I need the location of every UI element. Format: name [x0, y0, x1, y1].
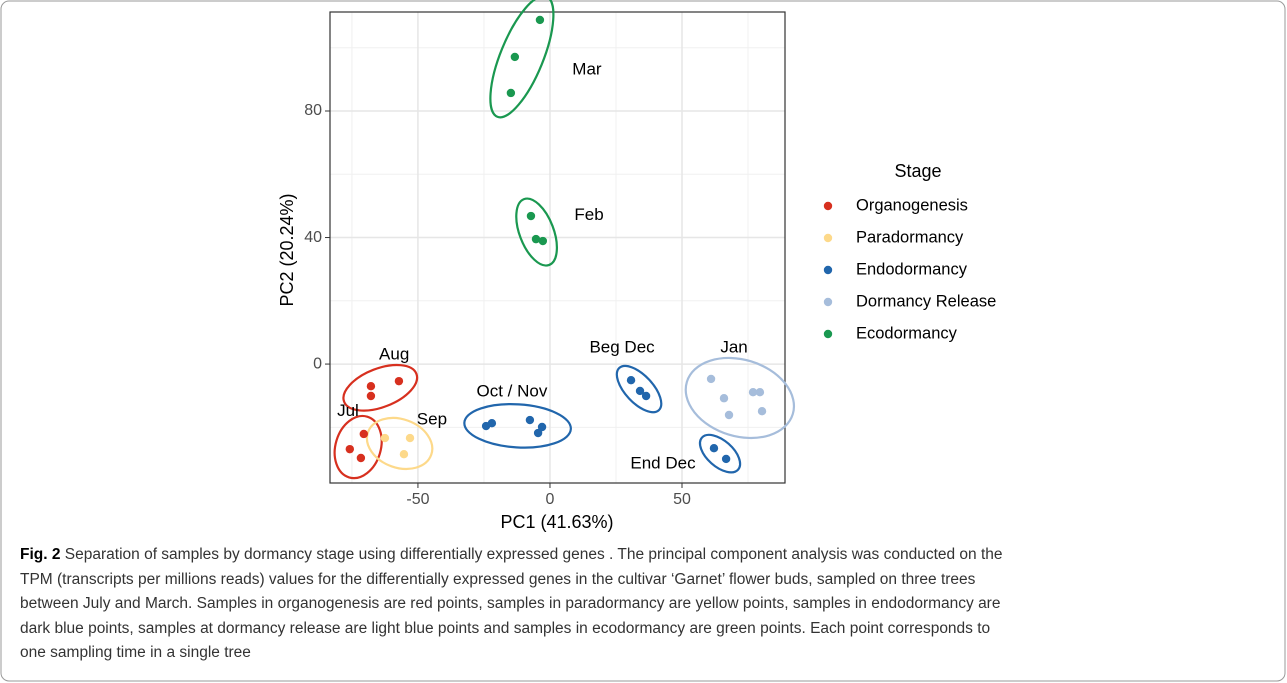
point: [359, 429, 369, 439]
point: [748, 388, 758, 397]
point: [719, 394, 729, 403]
point: [405, 433, 415, 443]
y-tick-label: 80: [304, 102, 322, 119]
caption-line: Fig. 2 Separation of samples by dormancy…: [20, 546, 1003, 563]
legend-swatch: [823, 201, 833, 211]
point: [635, 386, 645, 396]
group-ellipse: [489, 0, 555, 119]
point: [706, 374, 716, 384]
point: [535, 15, 545, 25]
legend-swatch: [823, 265, 833, 275]
point: [724, 410, 734, 420]
x-axis-title: PC1 (41.63%): [500, 512, 613, 532]
legend-swatch: [823, 329, 833, 339]
y-tick-label: 0: [313, 355, 322, 372]
x-tick-label: 50: [673, 491, 691, 508]
legend-swatch: [823, 233, 833, 243]
point: [525, 415, 535, 425]
point: [366, 382, 376, 391]
point: [394, 376, 404, 386]
group-ellipse: [365, 416, 434, 471]
point: [526, 211, 536, 221]
point: [626, 375, 636, 385]
group-ellipse: [342, 363, 419, 412]
point: [506, 88, 516, 98]
legend-label: Organogenesis: [856, 196, 968, 214]
group-label: Sep: [417, 410, 447, 429]
legend-label: Paradormancy: [856, 228, 964, 246]
legend-label: Ecodormancy: [856, 324, 958, 342]
group-label: End Dec: [630, 454, 696, 473]
x-tick-label: -50: [406, 491, 429, 508]
group-label: Beg Dec: [589, 338, 655, 357]
group-label: Jan: [720, 338, 747, 357]
group-ellipse: [684, 356, 796, 440]
point: [356, 453, 366, 463]
x-tick-label: 0: [546, 491, 555, 508]
point: [755, 388, 765, 397]
point: [641, 391, 651, 401]
point: [721, 454, 731, 464]
plot-frame: [329, 11, 786, 484]
point: [399, 450, 409, 459]
caption-line: dark blue points, samples at dormancy re…: [20, 620, 990, 637]
point: [537, 422, 547, 432]
group-label: Mar: [572, 59, 602, 78]
group-ellipse: [463, 403, 572, 449]
group-label: Jul: [337, 401, 359, 420]
group-ellipse: [698, 433, 742, 474]
point: [533, 428, 543, 438]
legend-title: Stage: [894, 161, 941, 181]
legend-swatch: [823, 297, 833, 307]
point: [487, 419, 497, 428]
caption-text: Separation of samples by dormancy stage …: [60, 546, 1002, 563]
point: [366, 391, 376, 401]
caption-line: between July and March. Samples in organ…: [20, 595, 1000, 612]
group-ellipse: [515, 197, 558, 267]
group-ellipse: [333, 414, 383, 480]
y-tick-label: 40: [304, 229, 322, 246]
point: [510, 52, 520, 62]
group-label: Aug: [379, 345, 409, 364]
point: [709, 444, 719, 453]
point: [345, 444, 355, 454]
group-label: Oct / Nov: [477, 382, 548, 401]
point: [531, 234, 541, 244]
point: [757, 406, 767, 416]
group-label: Feb: [574, 205, 603, 224]
point: [380, 433, 390, 443]
caption-line: one sampling time in a single tree: [20, 644, 251, 661]
y-axis-title: PC2 (20.24%): [277, 193, 297, 306]
legend-label: Endodormancy: [856, 260, 968, 278]
caption-label: Fig. 2: [20, 546, 60, 563]
point: [538, 236, 548, 246]
group-ellipse: [615, 364, 663, 414]
caption-line: TPM (transcripts per millions reads) val…: [20, 571, 976, 588]
legend-label: Dormancy Release: [856, 292, 996, 310]
